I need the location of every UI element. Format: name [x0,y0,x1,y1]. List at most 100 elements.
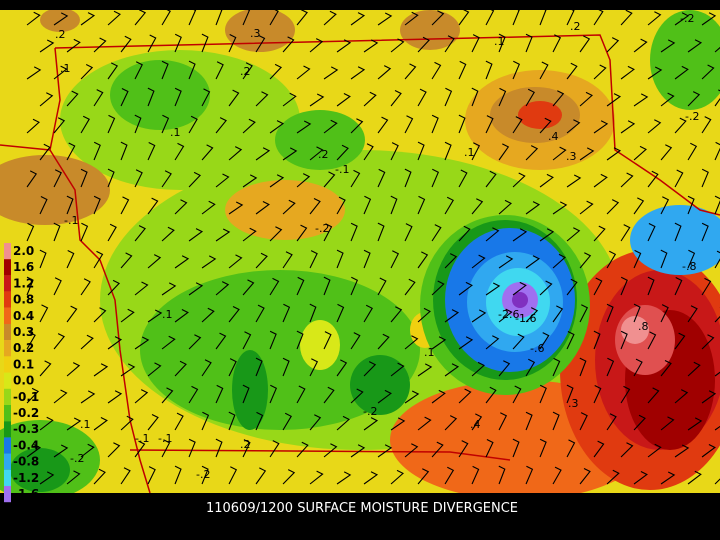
wind-barb [552,357,561,377]
wind-barb [53,222,61,242]
wind-barb [323,386,335,404]
wind-barb [606,469,620,485]
wind-barb [647,223,656,242]
contour-label: -.2 [196,468,210,481]
contour-label: .1 [60,62,71,75]
wind-barb [647,331,657,350]
wind-barb [188,385,199,404]
wind-barb [269,440,280,458]
wind-barb [606,250,617,269]
wind-barb [660,471,676,485]
wind-barb [525,255,541,269]
wind-barb [579,252,592,269]
wind-barb [39,471,55,485]
wind-barb [107,168,115,188]
wind-barb [174,309,189,323]
wind-barb [714,141,720,161]
wind-barb [512,10,520,26]
wind-barb [309,414,322,431]
wind-barb [633,414,646,431]
colorbar-swatch [4,405,11,422]
wind-barb [552,305,564,323]
wind-barb [93,417,108,431]
wind-barb [120,88,129,107]
contour-label: .3 [568,397,579,410]
wind-barb [161,387,174,404]
contour-label: -.2 [685,110,699,123]
wind-barb [296,224,308,242]
wind-barb [336,415,350,431]
wind-barb [714,425,720,431]
wind-barb [174,412,184,431]
wind-barb [552,253,566,269]
wind-barb [674,332,686,350]
wind-barb [714,46,720,53]
wind-barb [687,417,703,431]
contour-label: -.1 [335,163,349,176]
wind-barb [431,389,446,404]
wind-barb [215,281,230,296]
wind-barb [593,64,607,80]
wind-barb [350,276,359,296]
wind-barb [485,170,497,188]
contour-label: .1 [162,308,173,321]
wind-barb [390,469,404,485]
wind-barb [39,92,54,107]
colorbar-swatch [4,421,11,438]
wind-barb [566,439,576,458]
wind-barb [552,466,562,485]
wind-barb [53,277,62,296]
wind-barb [80,334,94,350]
contour-label: .3 [566,150,577,163]
wind-barb [566,174,582,188]
colorbar-swatch [4,259,11,276]
wind-barb [458,169,468,188]
wind-barb [566,278,578,296]
colorbar-label: 0.4 [13,309,34,323]
wind-barb [431,10,445,26]
wind-barb [350,169,361,188]
wind-barb [242,118,256,134]
wind-barb [323,10,337,26]
colorbar-swatch [4,275,11,292]
wind-barb [228,89,240,107]
wind-barb [539,280,553,296]
contour-label: .1 [170,126,181,139]
wind-barb [80,222,89,242]
contour-label: .8 [638,320,649,333]
wind-barb [458,440,469,458]
wind-barb [26,387,40,404]
colorbar-swatch [4,243,11,260]
colorbar-swatch [4,356,11,373]
wind-barb [701,444,716,458]
wind-barb [633,303,641,323]
wind-barbs [26,10,720,485]
wind-barb [120,415,134,431]
wind-barb [620,10,633,26]
wind-barb [471,309,487,323]
contour-label: -.6 [530,342,544,355]
wind-barb [647,170,659,188]
wind-barb [363,249,371,269]
wind-barb [93,89,104,107]
wind-barb [701,64,715,80]
wind-barb [323,66,339,80]
wind-barb [255,252,268,269]
wind-barb [444,87,453,107]
wind-barb [606,37,620,53]
wind-barb [147,254,162,269]
colorbar: 2.0 1.6 1.2 0.8 0.4 0.3 0.2 0.1 0.0 -0.1 -0.2 -0.3 -… [4,243,39,503]
wind-barb [215,384,224,404]
wind-barb [485,335,500,350]
wind-barb [147,87,155,107]
wind-barb [269,384,278,404]
contour-labels: .2 .3 .2 .1 .2 -.1 .1 -.1 -.2 .1 .4 .3 .1 -.2 .2 .1 -.2 -… [55,12,699,481]
wind-barb [174,142,185,161]
contour-label: .4 [470,418,481,431]
wind-barb [363,39,379,53]
wind-barb [525,201,541,215]
wind-barb [188,228,204,242]
wind-barb [201,411,210,431]
wind-barb [687,142,698,161]
wind-barb [39,249,47,269]
